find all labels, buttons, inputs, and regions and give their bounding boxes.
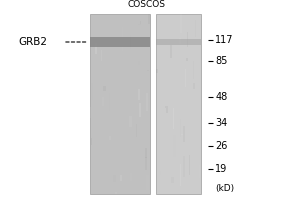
Bar (189, 155, 190, 175)
Bar (90, 107, 91, 118)
Text: (kD): (kD) (215, 184, 235, 194)
Bar (110, 136, 111, 140)
Bar (129, 116, 132, 127)
Bar (147, 70, 149, 71)
Bar (193, 61, 194, 79)
Bar (113, 175, 116, 182)
Bar (122, 27, 123, 51)
Bar (146, 175, 149, 190)
Bar (109, 93, 110, 111)
Bar (160, 171, 161, 175)
Bar (148, 14, 150, 24)
Bar (156, 14, 201, 194)
Bar (180, 14, 182, 33)
Bar (187, 32, 188, 47)
Bar (145, 157, 147, 170)
Bar (145, 148, 147, 158)
Bar (130, 35, 131, 49)
Bar (115, 192, 117, 194)
Bar (195, 20, 196, 37)
Bar (169, 28, 172, 32)
Bar (101, 50, 103, 61)
Bar (185, 69, 186, 87)
Text: 117: 117 (215, 35, 234, 45)
Bar (92, 83, 93, 100)
Bar (199, 165, 200, 178)
Bar (138, 24, 141, 25)
Bar (194, 97, 197, 118)
Bar (173, 135, 176, 157)
Bar (171, 177, 174, 183)
Bar (90, 14, 150, 194)
Bar (103, 86, 106, 91)
Bar (183, 126, 185, 142)
Bar (102, 97, 104, 106)
Bar (186, 58, 188, 61)
Bar (130, 173, 132, 181)
Bar (181, 134, 184, 135)
Bar (170, 45, 172, 58)
Bar (193, 83, 195, 89)
Bar (94, 43, 97, 54)
Bar (139, 103, 141, 117)
Text: 48: 48 (215, 92, 228, 102)
Bar (179, 38, 181, 44)
Bar (136, 124, 137, 137)
Text: 19: 19 (215, 164, 228, 174)
Bar (196, 99, 199, 100)
Bar (180, 119, 181, 137)
Text: 34: 34 (215, 118, 228, 128)
Bar (200, 14, 202, 22)
Bar (156, 69, 158, 73)
Bar (125, 14, 127, 25)
Text: GRB2: GRB2 (19, 37, 47, 47)
Bar (156, 39, 201, 45)
Bar (183, 156, 184, 177)
Bar (180, 164, 181, 186)
Bar (173, 108, 174, 129)
Bar (90, 37, 150, 47)
Bar (120, 175, 122, 181)
Bar (138, 61, 140, 65)
Bar (165, 106, 166, 108)
Bar (167, 106, 168, 113)
Text: COSCOS: COSCOS (128, 0, 166, 9)
Bar (140, 21, 141, 24)
Bar (138, 89, 140, 100)
Bar (146, 93, 148, 111)
Bar (183, 110, 184, 133)
Text: 85: 85 (215, 56, 228, 66)
Text: 26: 26 (215, 141, 228, 151)
